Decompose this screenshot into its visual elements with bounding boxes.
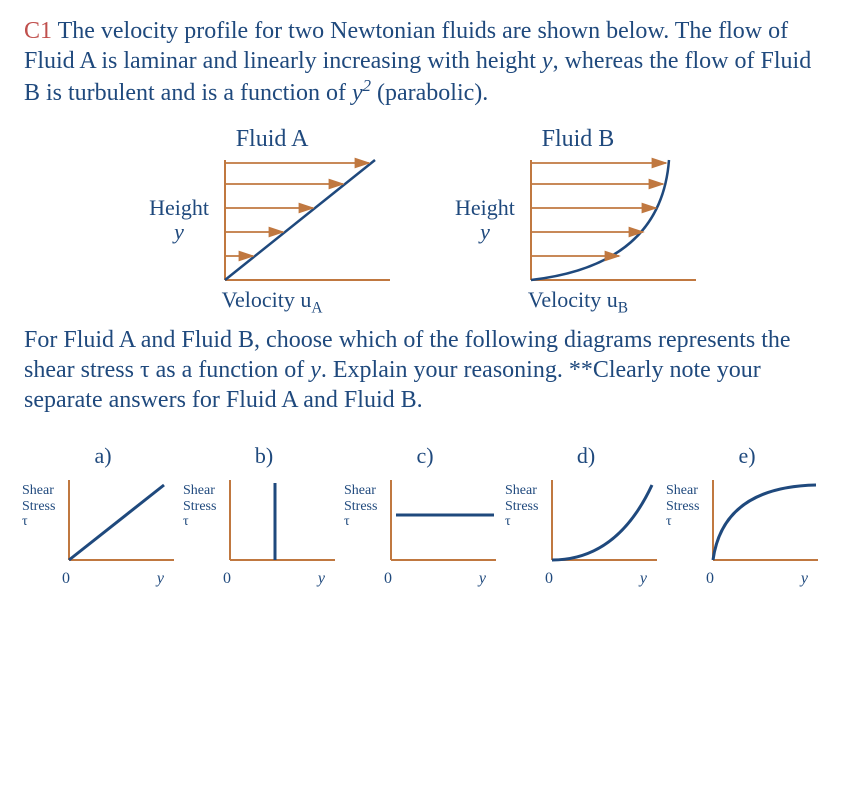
option-b-ylabel: Shear Stress τ — [183, 483, 216, 529]
option-a-ylabel: Shear Stress τ — [22, 483, 55, 529]
option-xy: y — [801, 570, 808, 588]
option-ylabel-l3: τ — [505, 514, 511, 529]
problem-label: C1 — [24, 18, 52, 44]
fluid-a-xlabel: Velocity uA — [149, 287, 395, 317]
option-xy: y — [157, 570, 164, 588]
option-b-xlabels: 0 y — [185, 570, 343, 588]
option-ylabel-l2: Stress — [22, 499, 55, 514]
option-ylabel-l3: τ — [666, 514, 672, 529]
option-ylabel-l3: τ — [183, 514, 189, 529]
intro-y2-exp: 2 — [363, 76, 371, 95]
intro-y: y — [542, 48, 553, 74]
fluid-b-chart — [521, 155, 701, 285]
option-e-letter: e) — [668, 443, 826, 469]
question-paragraph: For Fluid A and Fluid B, choose which of… — [24, 325, 826, 415]
fluid-b-block: Fluid B Height y — [455, 126, 701, 317]
fluid-b-title: Fluid B — [455, 126, 701, 153]
fluid-b-xlabel-sub: B — [618, 299, 628, 316]
option-c: c) Shear Stress τ 0 y — [346, 443, 504, 588]
option-e-xlabels: 0 y — [668, 570, 826, 588]
option-b: b) Shear Stress τ 0 y — [185, 443, 343, 588]
option-ylabel-l1: Shear — [505, 483, 537, 498]
option-e: e) Shear Stress τ 0 y — [668, 443, 826, 588]
option-d-xlabels: 0 y — [507, 570, 665, 588]
option-xy: y — [479, 570, 486, 588]
option-xy: y — [318, 570, 325, 588]
intro-text-3: (parabolic). — [371, 80, 488, 106]
option-ylabel-l2: Stress — [666, 499, 699, 514]
option-ylabel-l3: τ — [22, 514, 28, 529]
option-c-ylabel: Shear Stress τ — [344, 483, 377, 529]
option-e-ylabel: Shear Stress τ — [666, 483, 699, 529]
fluid-a-xlabel-sub: A — [311, 299, 322, 316]
option-x0: 0 — [223, 570, 231, 588]
fluid-a-ylabel-2: y — [174, 219, 184, 244]
option-ylabel-l1: Shear — [666, 483, 698, 498]
option-c-xlabels: 0 y — [346, 570, 504, 588]
option-d-letter: d) — [507, 443, 665, 469]
fluid-a-chart — [215, 155, 395, 285]
fluid-b-xlabel: Velocity uB — [455, 287, 701, 317]
option-x0: 0 — [706, 570, 714, 588]
option-a-letter: a) — [24, 443, 182, 469]
option-x0: 0 — [545, 570, 553, 588]
option-ylabel-l1: Shear — [22, 483, 54, 498]
option-ylabel-l3: τ — [344, 514, 350, 529]
option-x0: 0 — [62, 570, 70, 588]
fluid-a-ylabel-1: Height — [149, 195, 209, 220]
fluid-b-xlabel-prefix: Velocity u — [528, 287, 618, 312]
fluid-b-ylabel-2: y — [480, 219, 490, 244]
options-row: a) Shear Stress τ 0 y b) Shear Stress τ — [24, 443, 826, 588]
option-ylabel-l1: Shear — [183, 483, 215, 498]
option-ylabel-l1: Shear — [344, 483, 376, 498]
velocity-profiles-row: Fluid A Height y — [24, 126, 826, 317]
option-d-ylabel: Shear Stress τ — [505, 483, 538, 529]
option-ylabel-l2: Stress — [183, 499, 216, 514]
option-b-letter: b) — [185, 443, 343, 469]
option-ylabel-l2: Stress — [505, 499, 538, 514]
intro-y2-base: y — [352, 80, 363, 106]
fluid-a-ylabel: Height y — [149, 196, 209, 244]
fluid-b-ylabel-1: Height — [455, 195, 515, 220]
fluid-a-title: Fluid A — [149, 126, 395, 153]
option-ylabel-l2: Stress — [344, 499, 377, 514]
intro-paragraph: C1 The velocity profile for two Newtonia… — [24, 16, 826, 108]
option-a-xlabels: 0 y — [24, 570, 182, 588]
question-y: y — [310, 357, 321, 383]
fluid-a-xlabel-prefix: Velocity u — [222, 287, 312, 312]
option-d: d) Shear Stress τ 0 y — [507, 443, 665, 588]
option-c-letter: c) — [346, 443, 504, 469]
option-a: a) Shear Stress τ 0 y — [24, 443, 182, 588]
option-xy: y — [640, 570, 647, 588]
fluid-a-block: Fluid A Height y — [149, 126, 395, 317]
fluid-b-ylabel: Height y — [455, 196, 515, 244]
option-x0: 0 — [384, 570, 392, 588]
